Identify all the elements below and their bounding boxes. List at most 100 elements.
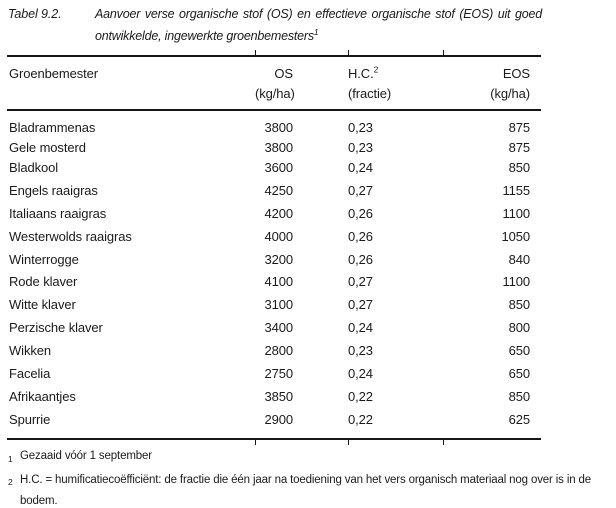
table-row: Afrikaantjes 3850 0,22 850	[7, 386, 541, 409]
footnote-marker: 2	[8, 477, 13, 487]
cell-eos: 1100	[502, 205, 530, 221]
cell-groenbemester: Spurrie	[9, 411, 51, 427]
table-row: Bladrammenas 3800 0,23 875	[7, 118, 541, 138]
column-boundary-tick	[348, 50, 350, 55]
cell-eos: 850	[508, 160, 530, 175]
column-boundary-tick	[348, 440, 350, 445]
cell-groenbemester: Afrikaantjes	[9, 388, 76, 404]
table-bottom-rule	[7, 438, 541, 440]
cell-hc: 0,26	[348, 251, 373, 267]
cell-hc: 0,26	[348, 205, 373, 221]
cell-hc: 0,24	[348, 320, 373, 336]
header-divider-rule	[7, 109, 541, 111]
footnote-text: H.C. = humificatiecoëfficiënt: de fracti…	[20, 473, 592, 507]
cell-os: 4200	[264, 205, 293, 221]
cell-os: 2900	[264, 411, 293, 427]
cell-os: 3100	[264, 297, 293, 313]
cell-hc: 0,22	[348, 411, 373, 427]
cell-eos: 650	[508, 366, 530, 382]
cell-os: 3800	[264, 139, 293, 155]
table-row: Engels raaigras 4250 0,27 1155	[7, 180, 541, 203]
caption-line-2-text: ontwikkelde, ingewerkte groenbemesters	[95, 29, 314, 43]
cell-groenbemester: Witte klaver	[9, 297, 76, 313]
hc-footnote-marker: 2	[373, 64, 379, 75]
cell-eos: 1155	[502, 182, 530, 198]
table-row: Westerwolds raaigras 4000 0,26 1050	[7, 226, 541, 249]
cell-groenbemester: Winterrogge	[9, 251, 79, 267]
table-row: Bladkool 3600 0,24 850	[7, 157, 541, 180]
cell-eos: 650	[508, 343, 530, 359]
cell-groenbemester: Perzische klaver	[9, 320, 103, 336]
footnote-text: Gezaaid vóór 1 september	[20, 450, 152, 462]
footnotes: 1 Gezaaid vóór 1 september 2 H.C. = humi…	[8, 446, 605, 508]
cell-os: 4250	[264, 182, 293, 198]
table-body: Bladrammenas 3800 0,23 875 Gele mosterd …	[7, 118, 541, 432]
column-boundary-tick	[255, 440, 257, 445]
column-unit-eos: (kg/ha)	[490, 86, 530, 101]
caption-text: Aanvoer verse organische stof (OS) en ef…	[95, 3, 542, 47]
column-boundary-tick	[443, 50, 445, 55]
cell-groenbemester: Westerwolds raaigras	[9, 228, 132, 244]
footnote: 1 Gezaaid vóór 1 september	[8, 446, 605, 470]
cell-eos: 850	[508, 297, 530, 313]
cell-eos: 875	[508, 120, 530, 135]
cell-groenbemester: Facelia	[9, 366, 51, 382]
cell-os: 3850	[264, 388, 293, 404]
cell-os: 4000	[264, 228, 293, 244]
cell-os: 3200	[264, 251, 293, 267]
cell-os: 3400	[264, 320, 293, 336]
table-row: Gele mosterd 3800 0,23 875	[7, 138, 541, 158]
cell-groenbemester: Bladkool	[9, 160, 59, 175]
table-row: Rode klaver 4100 0,27 1100	[7, 271, 541, 294]
cell-eos: 1050	[501, 228, 530, 244]
cell-hc: 0,27	[348, 297, 373, 313]
cell-os: 2800	[264, 343, 293, 359]
column-header-os: OS (kg/ha)	[255, 64, 348, 104]
caption-line-2: ontwikkelde, ingewerkte groenbemesters1	[95, 25, 542, 47]
cell-hc: 0,26	[348, 228, 373, 244]
cell-eos: 875	[508, 139, 530, 155]
cell-eos: 625	[508, 411, 530, 427]
cell-os: 2750	[264, 366, 293, 382]
cell-hc: 0,27	[348, 274, 373, 290]
column-unit-os: (kg/ha)	[255, 86, 295, 101]
caption-line-1: Aanvoer verse organische stof (OS) en ef…	[95, 7, 542, 21]
cell-eos: 850	[508, 388, 530, 404]
footnote: 2 H.C. = humificatiecoëfficiënt: de frac…	[8, 470, 605, 508]
table-row: Winterrogge 3200 0,26 840	[7, 249, 541, 272]
cell-os: 4100	[264, 274, 293, 290]
table-caption: Tabel 9.2. Aanvoer verse organische stof…	[8, 3, 542, 47]
column-header-eos: EOS (kg/ha)	[443, 64, 541, 104]
table-header-row: Groenbemester OS (kg/ha) H.C.2 (fractie)…	[7, 64, 541, 104]
cell-hc: 0,27	[348, 182, 373, 198]
cell-eos: 1100	[502, 274, 530, 290]
footnote-marker: 1	[8, 453, 13, 464]
cell-eos: 840	[508, 251, 530, 267]
cell-hc: 0,23	[348, 343, 373, 359]
table-row: Spurrie 2900 0,22 625	[7, 409, 541, 432]
cell-eos: 800	[508, 320, 530, 336]
cell-hc: 0,22	[348, 388, 373, 404]
cell-os: 3600	[264, 160, 293, 175]
cell-groenbemester: Gele mosterd	[9, 139, 86, 155]
cell-hc: 0,24	[348, 366, 373, 382]
cell-hc: 0,23	[348, 139, 373, 155]
column-header-groenbemester: Groenbemester	[9, 66, 99, 81]
column-boundary-tick	[443, 440, 445, 445]
cell-groenbemester: Wikken	[9, 343, 52, 359]
column-unit-hc: (fractie)	[348, 86, 392, 101]
table-row: Wikken 2800 0,23 650	[7, 340, 541, 363]
cell-hc: 0,23	[348, 120, 373, 135]
cell-groenbemester: Rode klaver	[9, 274, 78, 290]
table-number-label: Tabel 9.2.	[8, 7, 62, 21]
table-row: Italiaans raaigras 4200 0,26 1100	[7, 203, 541, 226]
cell-os: 3800	[264, 120, 293, 135]
column-boundary-tick	[255, 50, 257, 55]
table-top-rule	[7, 55, 541, 57]
cell-groenbemester: Bladrammenas	[9, 120, 96, 135]
cell-groenbemester: Italiaans raaigras	[9, 205, 107, 221]
column-header-hc: H.C.2 (fractie)	[348, 64, 443, 104]
table-row: Witte klaver 3100 0,27 850	[7, 294, 541, 317]
cell-hc: 0,24	[348, 160, 373, 175]
